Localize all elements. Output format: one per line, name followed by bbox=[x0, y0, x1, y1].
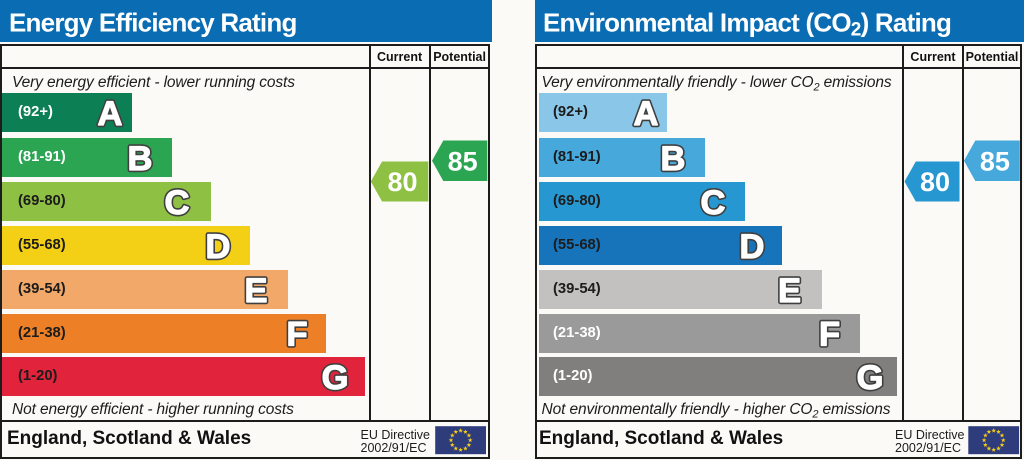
svg-text:85: 85 bbox=[448, 146, 478, 176]
svg-text:Energy Efficiency Rating: Energy Efficiency Rating bbox=[9, 8, 297, 38]
svg-text:F: F bbox=[286, 316, 307, 354]
svg-text:B: B bbox=[661, 140, 686, 178]
svg-text:D: D bbox=[206, 228, 231, 266]
svg-text:E: E bbox=[244, 272, 267, 310]
svg-text:C: C bbox=[701, 184, 726, 222]
svg-text:80: 80 bbox=[388, 167, 418, 197]
svg-text:D: D bbox=[740, 228, 765, 266]
svg-text:A: A bbox=[98, 95, 123, 133]
svg-text:80: 80 bbox=[920, 167, 950, 197]
svg-text:F: F bbox=[286, 316, 307, 354]
svg-text:B: B bbox=[661, 140, 686, 178]
svg-text:A: A bbox=[98, 95, 123, 133]
svg-text:F: F bbox=[819, 316, 840, 354]
svg-text:E: E bbox=[778, 272, 801, 310]
svg-text:A: A bbox=[634, 95, 659, 133]
svg-text:E: E bbox=[778, 272, 801, 310]
svg-text:B: B bbox=[128, 140, 153, 178]
svg-text:85: 85 bbox=[980, 146, 1010, 176]
svg-text:F: F bbox=[819, 316, 840, 354]
svg-text:D: D bbox=[740, 228, 765, 266]
svg-text:B: B bbox=[128, 140, 153, 178]
svg-text:E: E bbox=[244, 272, 267, 310]
svg-text:C: C bbox=[701, 184, 726, 222]
svg-text:G: G bbox=[857, 359, 884, 397]
svg-text:D: D bbox=[206, 228, 231, 266]
svg-text:A: A bbox=[634, 95, 659, 133]
svg-text:C: C bbox=[165, 184, 190, 222]
svg-text:G: G bbox=[857, 359, 884, 397]
svg-text:Environmental Impact (CO2) Rat: Environmental Impact (CO2) Rating bbox=[543, 8, 951, 41]
svg-text:G: G bbox=[322, 359, 349, 397]
svg-text:G: G bbox=[322, 359, 349, 397]
svg-text:C: C bbox=[165, 184, 190, 222]
